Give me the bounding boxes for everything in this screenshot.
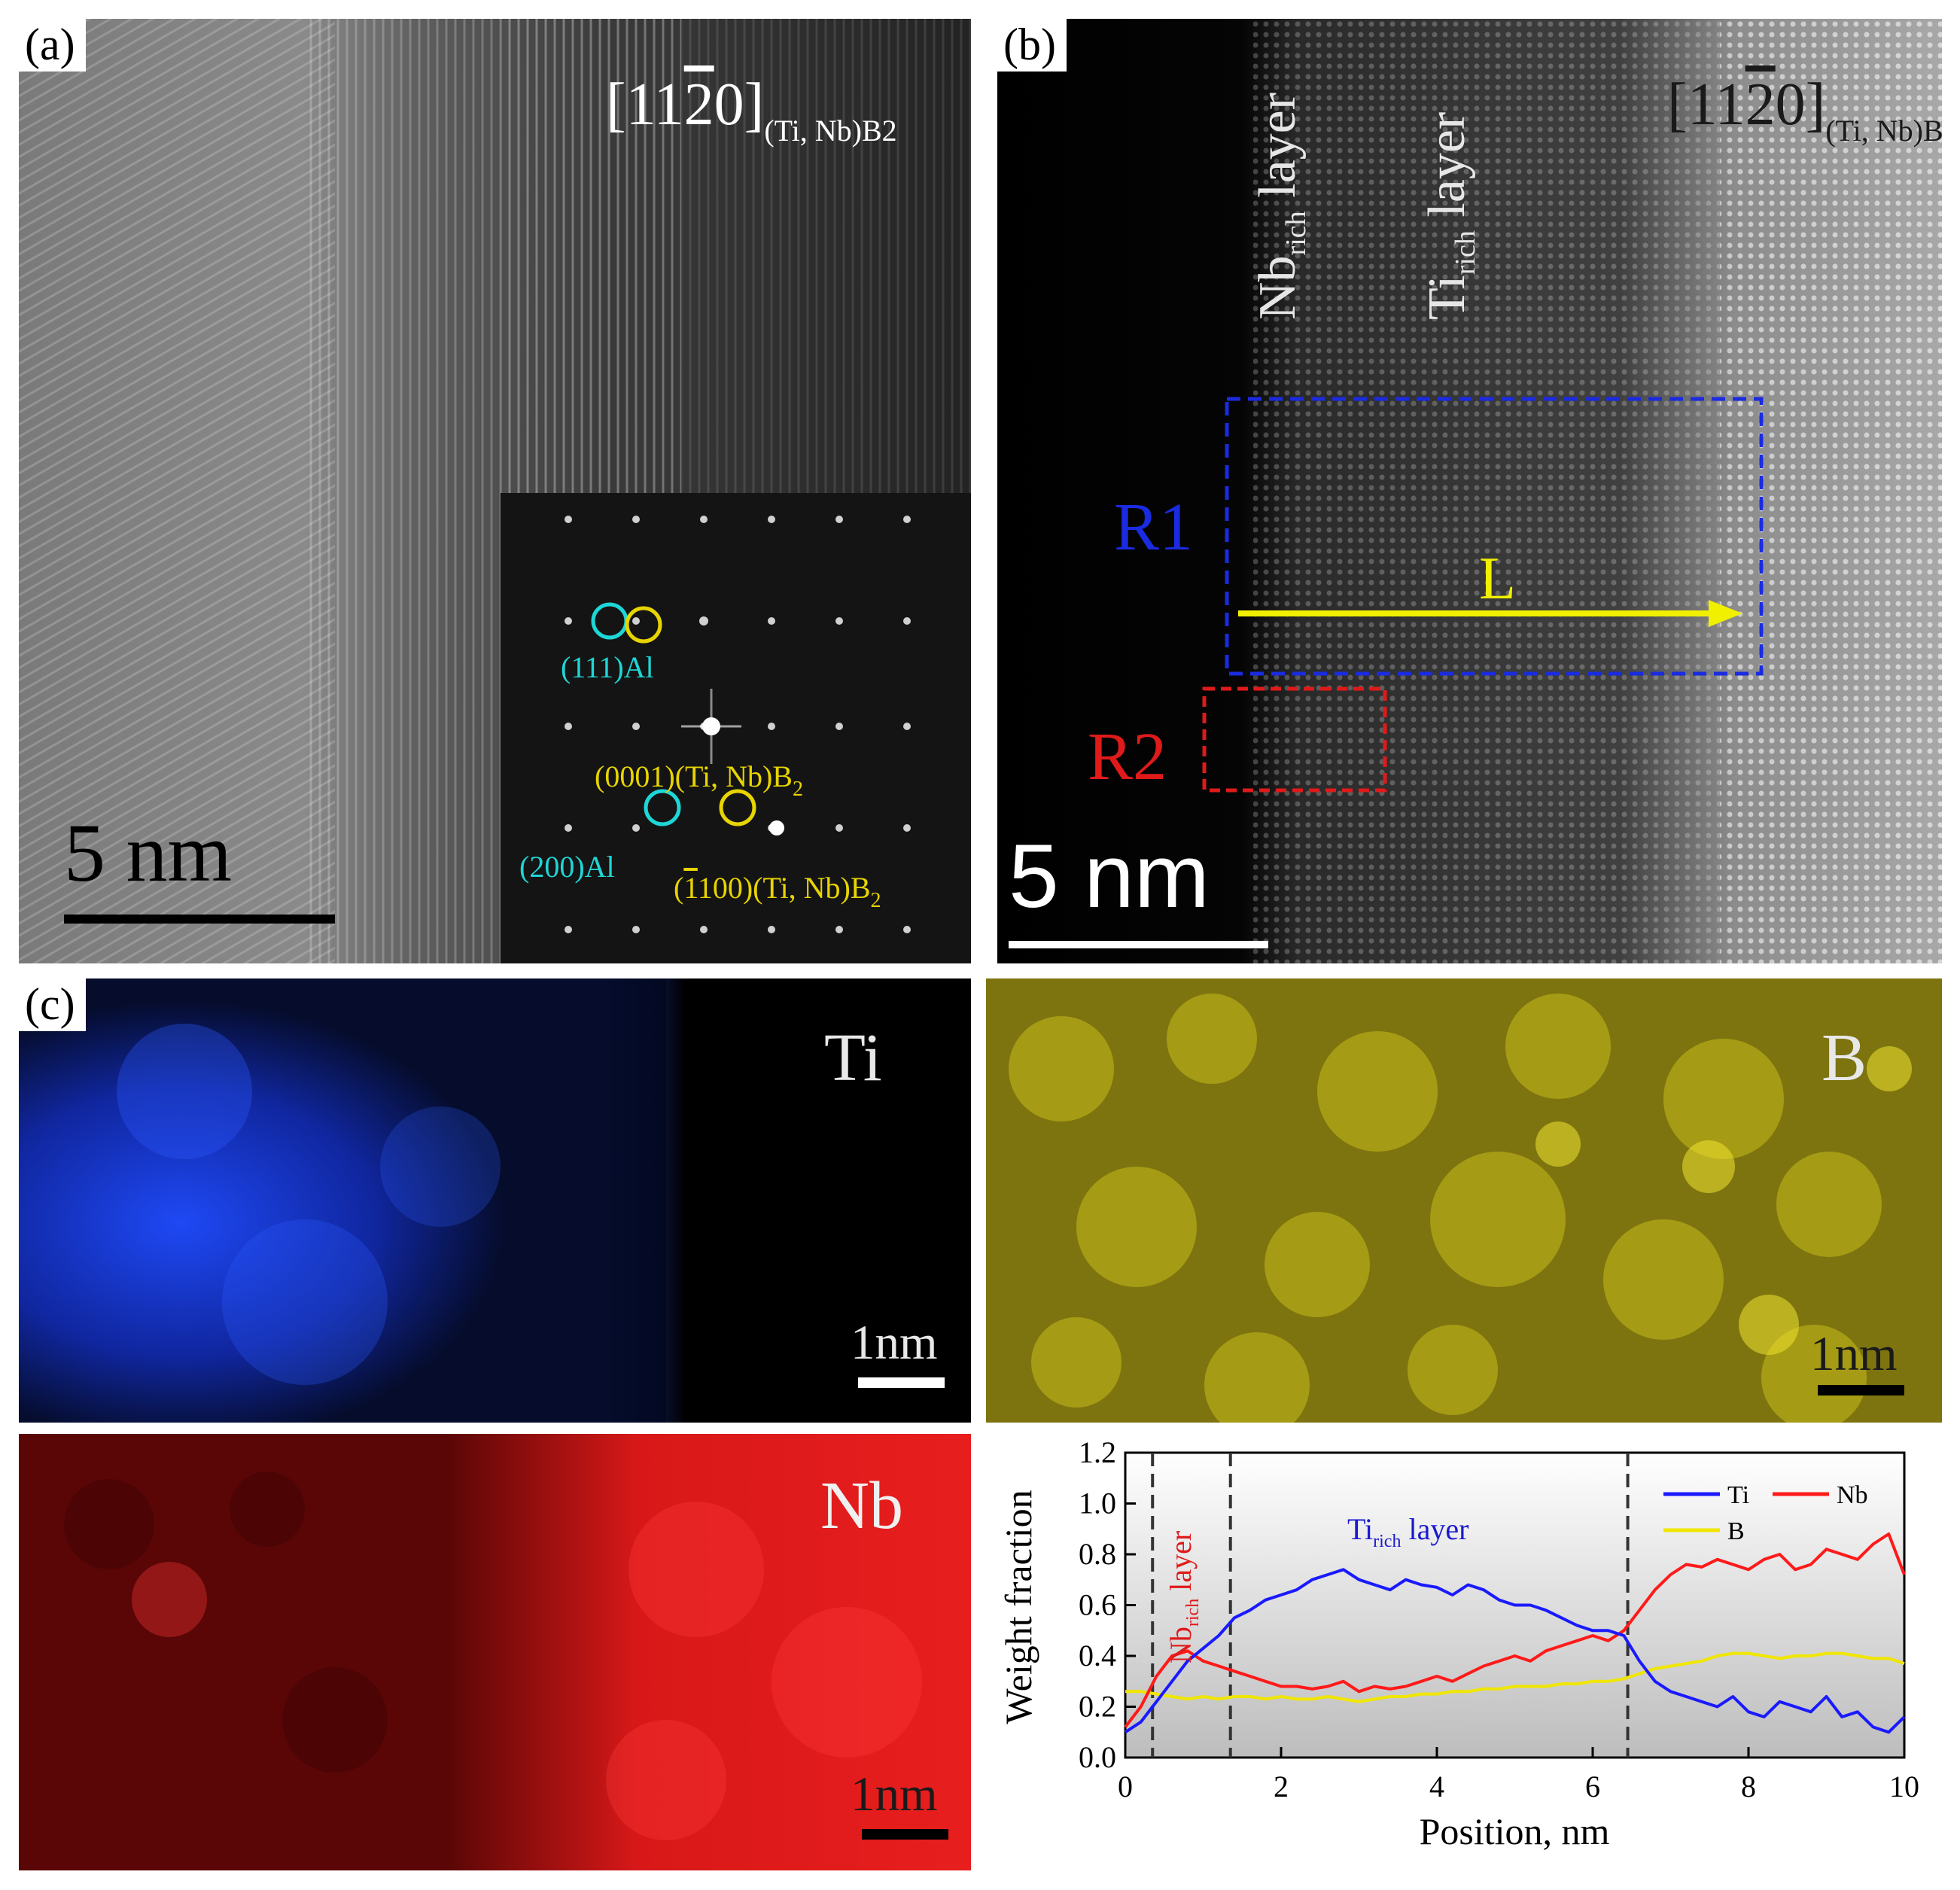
panel-b: [1120](Ti, Nb)B2 Nbrich layer Tirich lay… <box>997 19 1942 963</box>
arrow-head <box>1709 600 1742 627</box>
x-axis-label: Position, nm <box>1420 1810 1610 1852</box>
nb-rich-layer-label: Nbrich layer <box>1249 93 1312 320</box>
legend-ti-label: Ti <box>1727 1481 1749 1509</box>
ti-map: Ti 1nm (c) <box>19 978 971 1423</box>
hrtem-image-a: [1120](Ti, Nb)B2 (111)Al (0001)(Ti, Nb)B… <box>19 19 971 963</box>
zone-axis-label-b: [1120](Ti, Nb)B2 <box>1667 72 1942 148</box>
x-tick-label: 6 <box>1585 1770 1600 1803</box>
y-tick-label: 0.2 <box>1079 1690 1116 1724</box>
nb-scale-label: 1nm <box>851 1767 938 1822</box>
region-r1-label: R1 <box>1114 490 1193 565</box>
line-profile-chart: 0 2 4 6 8 10 0.0 0.2 0.4 0.6 0.8 1.0 1.2 Weight frac… <box>986 1434 1942 1885</box>
b0001-spot-marker <box>625 606 662 644</box>
y-axis-label: Weight fraction <box>997 1490 1039 1724</box>
y-tick-label: 0.0 <box>1079 1740 1116 1774</box>
al111-label: (111)Al <box>561 650 654 684</box>
nb-scale-bar <box>862 1829 948 1840</box>
scale-bar-label-a: 5 nm <box>64 807 232 899</box>
series-nb-line <box>1124 1532 1906 1728</box>
ti-scale-bar <box>858 1377 945 1388</box>
region-r2-label: R2 <box>1088 720 1167 794</box>
y-tick-label: 1.2 <box>1079 1435 1116 1469</box>
b-map: B 1nm <box>986 978 1942 1423</box>
ti-map-label: Ti <box>824 1021 882 1095</box>
x-tick-label: 10 <box>1889 1770 1919 1803</box>
series-ti-line <box>1124 1568 1906 1734</box>
x-tick-label: 8 <box>1741 1770 1756 1803</box>
y-tick-label: 0.6 <box>1079 1588 1116 1622</box>
chart-svg: 0 2 4 6 8 10 0.0 0.2 0.4 0.6 0.8 1.0 1.2 Weight frac… <box>997 1435 1919 1852</box>
b0001-label: (0001)(Ti, Nb)B2 <box>595 759 803 801</box>
haadf-image-b: [1120](Ti, Nb)B2 Nbrich layer Tirich lay… <box>997 19 1942 963</box>
ti-scale-label: 1nm <box>851 1316 938 1370</box>
panel-a: [1120](Ti, Nb)B2 (111)Al (0001)(Ti, Nb)B… <box>19 19 971 963</box>
x-tick-label: 0 <box>1118 1770 1133 1803</box>
zone-axis-label-a: [1120](Ti, Nb)B2 <box>606 72 897 148</box>
ti-rich-layer-label: Tirich layer <box>1418 112 1481 320</box>
panel-label-a: (a) <box>19 19 86 72</box>
b1100-label: (1100)(Ti, Nb)B2 <box>674 871 881 912</box>
y-tick-label: 0.4 <box>1079 1639 1116 1672</box>
b1100-spot-marker <box>719 789 756 826</box>
scale-bar-b <box>1009 941 1268 948</box>
al200-label: (200)Al <box>519 850 615 884</box>
ti-rich-annotation: Tirich layer <box>1347 1512 1468 1551</box>
scale-bar-a <box>64 915 335 924</box>
series-b-line <box>1125 1651 1905 1703</box>
x-tick-label: 4 <box>1429 1770 1444 1803</box>
al200-spot-marker <box>644 789 681 826</box>
fft-inset <box>501 493 971 963</box>
panel-label-b: (b) <box>997 19 1067 72</box>
legend-b-label: B <box>1727 1517 1745 1545</box>
b-scale-bar <box>1818 1385 1904 1395</box>
scale-bar-label-b: 5 nm <box>1009 826 1210 927</box>
y-tick-label: 1.0 <box>1079 1487 1116 1520</box>
panel-label-c: (c) <box>19 978 86 1031</box>
y-tick-label: 0.8 <box>1079 1537 1116 1571</box>
legend-nb-label: Nb <box>1837 1481 1868 1509</box>
b-map-label: B <box>1822 1021 1867 1095</box>
b-scale-label: 1nm <box>1810 1327 1898 1381</box>
legend: Ti Nb B <box>1663 1481 1868 1545</box>
region-r1-box <box>1225 397 1764 676</box>
x-tick-label: 2 <box>1274 1770 1289 1803</box>
line-label-L: L <box>1479 546 1516 612</box>
nb-map: Nb 1nm <box>19 1434 971 1870</box>
nb-map-label: Nb <box>820 1468 903 1543</box>
region-r2-box <box>1202 686 1387 793</box>
nb-rich-annotation: Nbrich layer <box>1164 1531 1203 1663</box>
